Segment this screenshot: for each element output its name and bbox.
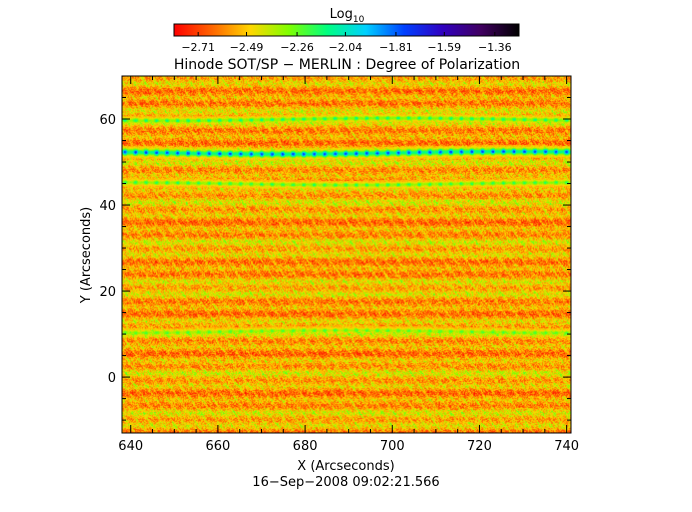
plot-area: 640 660 680 700 720 740 0 20 40 60	[99, 75, 579, 454]
colorbar-tick-label: −2.26	[280, 41, 314, 54]
colorbar-tick-label: −1.36	[478, 41, 512, 54]
y-tick-label: 40	[99, 199, 116, 214]
colorbar-gradient	[174, 24, 519, 36]
colorbar-tick-label: −2.04	[329, 41, 363, 54]
colorbar-frame	[173, 23, 520, 37]
x-tick-label: 700	[380, 439, 405, 454]
colorbar-tick-label: −1.59	[427, 41, 461, 54]
colorbar-tick-label: −2.49	[230, 41, 264, 54]
y-tick-label: 0	[108, 371, 116, 386]
x-tick-label: 660	[205, 439, 230, 454]
colorbar-tick-label: −1.81	[379, 41, 413, 54]
x-tick-label: 720	[467, 439, 492, 454]
chart-title: Hinode SOT/SP − MERLIN : Degree of Polar…	[174, 57, 520, 73]
x-axis: 640 660 680 700 720 740	[118, 76, 579, 454]
y-tick-label: 20	[99, 285, 116, 300]
y-tick-label: 60	[99, 113, 116, 128]
heatmap-image	[122, 76, 571, 433]
colorbar: Log10 −2.71 −2.49 −2.26 −2.04 −1.81 −1.59 −1.3…	[173, 7, 520, 54]
timestamp-footer: 16−Sep−2008 09:02:21.566	[252, 475, 439, 490]
colorbar-title: Log10	[330, 7, 365, 25]
y-axis: 0 20 40 60	[99, 75, 571, 421]
x-tick-label: 640	[118, 439, 143, 454]
x-tick-label: 680	[293, 439, 318, 454]
x-tick-label: 740	[554, 439, 579, 454]
colorbar-tick-label: −2.71	[181, 41, 215, 54]
plot-frame	[121, 75, 572, 434]
y-axis-label: Y (Arcseconds)	[79, 207, 94, 304]
x-axis-label: X (Arcseconds)	[297, 459, 394, 474]
colorbar-ticks: −2.71 −2.49 −2.26 −2.04 −1.81 −1.59 −1.36	[181, 32, 512, 54]
